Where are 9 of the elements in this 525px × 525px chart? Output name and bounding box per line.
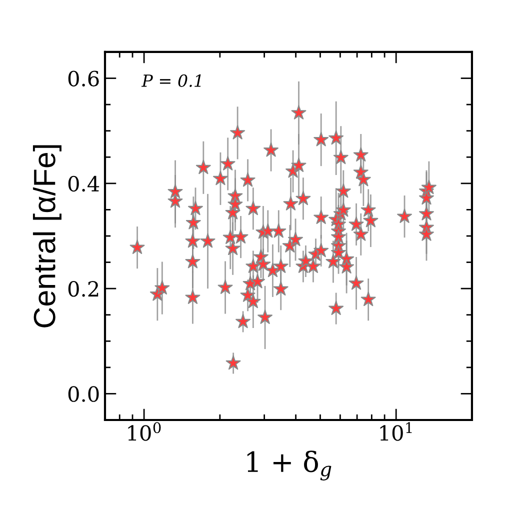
y-tick-label: 0.6 <box>68 70 99 86</box>
x-axis-title: 1 + δ$_{g}$ <box>247 450 332 480</box>
x-tick-label: 10$^{0}$ <box>128 422 161 441</box>
annotation: P = 0.1 <box>141 74 201 87</box>
y-tick-label: 0.0 <box>68 386 99 402</box>
x-tick-label: 10$^{1}$ <box>380 422 412 441</box>
y-axis-title: Central [α/Fe] <box>32 145 62 328</box>
y-tick-label: 0.4 <box>68 176 100 192</box>
y-tick-label: 0.2 <box>68 281 98 297</box>
